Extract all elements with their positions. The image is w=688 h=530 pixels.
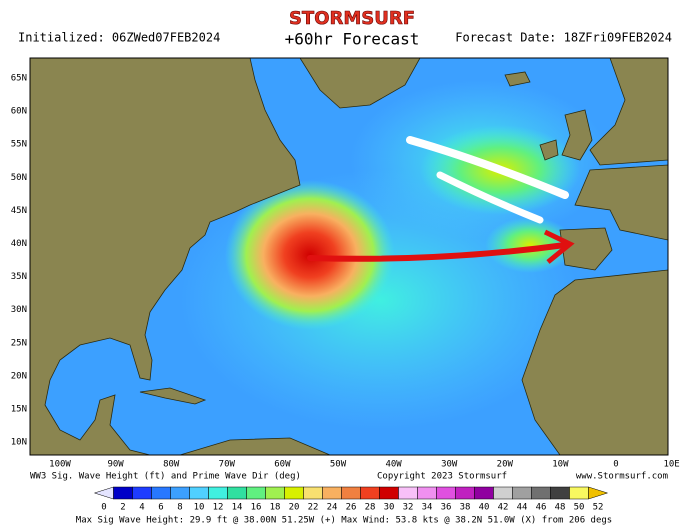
longitude-label: 0 [613, 460, 618, 470]
map-frame [29, 57, 669, 456]
colorbar-label: 48 [555, 503, 566, 513]
colorbar-label: 26 [346, 503, 357, 513]
colorbar-cell [322, 486, 342, 500]
map [30, 58, 668, 455]
colorbar-cell [531, 486, 551, 500]
latitude-label: 15N [11, 405, 27, 415]
colorbar-label: 42 [498, 503, 509, 513]
colorbar-cell [360, 486, 380, 500]
colorbar-label: 18 [270, 503, 281, 513]
longitude-label: 10W [552, 460, 569, 470]
colorbar-label: 32 [403, 503, 414, 513]
longitude-label: 50W [330, 460, 347, 470]
colorbar-label: 52 [593, 503, 604, 513]
longitude-label: 20W [497, 460, 514, 470]
wave-direction-arrow [436, 171, 544, 224]
colorbar-cell [227, 486, 247, 500]
latitude-label: 50N [11, 173, 27, 183]
colorbar-cell [493, 486, 513, 500]
colorbar-label: 40 [479, 503, 490, 513]
colorbar-label: 20 [289, 503, 300, 513]
wave-direction-arrow [406, 136, 569, 199]
colorbar-label: 28 [365, 503, 376, 513]
colorbar-label: 12 [213, 503, 224, 513]
forecast-title: +60hr Forecast [285, 30, 420, 49]
arrow-head [543, 229, 575, 264]
longitude-label: 40W [385, 460, 402, 470]
colorbar-cell [208, 486, 228, 500]
colorbar-cell [189, 486, 209, 500]
colorbar-label: 2 [120, 503, 125, 513]
colorbar-label: 38 [460, 503, 471, 513]
land [30, 58, 668, 455]
colorbar-cell [170, 486, 190, 500]
longitude-label: 100W [49, 460, 71, 470]
latitude-label: 35N [11, 272, 27, 282]
colorbar-cell [246, 486, 266, 500]
longitude-label: 10E [663, 460, 679, 470]
colorbar-cell [512, 486, 532, 500]
colorbar-label: 46 [536, 503, 547, 513]
longitude-label: 60W [274, 460, 291, 470]
latitude-label: 20N [11, 371, 27, 381]
colorbar-cell [303, 486, 323, 500]
latitude-label: 60N [11, 107, 27, 117]
wave-direction-arrow [307, 242, 568, 262]
longitude-label: 90W [107, 460, 124, 470]
colorbar-label: 24 [327, 503, 338, 513]
colorbar-label: 36 [441, 503, 452, 513]
latitude-label: 40N [11, 239, 27, 249]
colorbar-label: 22 [308, 503, 319, 513]
colorbar-cell [265, 486, 285, 500]
longitude-label: 30W [441, 460, 458, 470]
colorbar-cell [550, 486, 570, 500]
colorbar-label: 10 [194, 503, 205, 513]
colorbar-label: 4 [139, 503, 144, 513]
latitude-label: 30N [11, 305, 27, 315]
colorbar-label: 6 [158, 503, 163, 513]
longitude-label: 70W [219, 460, 236, 470]
colorbar-label: 50 [574, 503, 585, 513]
colorbar-label: 34 [422, 503, 433, 513]
caption-left: WW3 Sig. Wave Height (ft) and Prime Wave… [30, 472, 301, 482]
colorbar-cell [474, 486, 494, 500]
caption-right: www.Stormsurf.com [576, 472, 668, 482]
colorbar-label: 16 [251, 503, 262, 513]
latitude-label: 25N [11, 338, 27, 348]
colorbar-label: 30 [384, 503, 395, 513]
colorbar-label: 14 [232, 503, 243, 513]
longitude-label: 80W [163, 460, 180, 470]
latitude-label: 65N [11, 74, 27, 84]
colorbar-cell [569, 486, 589, 500]
colorbar-label: 44 [517, 503, 528, 513]
latitude-label: 10N [11, 438, 27, 448]
colorbar-cell [436, 486, 456, 500]
colorbar-cell [113, 486, 133, 500]
colorbar-arrow [93, 486, 114, 500]
caption-center: Copyright 2023 Stormsurf [377, 472, 507, 482]
latitude-label: 45N [11, 206, 27, 216]
colorbar-label: 0 [101, 503, 106, 513]
forecast-date: Forecast Date: 18ZFri09FEB2024 [455, 31, 672, 45]
latitude-label: 55N [11, 140, 27, 150]
colorbar-cell [417, 486, 437, 500]
logo: STORMSURF [289, 8, 415, 29]
colorbar-cell [455, 486, 475, 500]
colorbar-cell [284, 486, 304, 500]
colorbar-cell [398, 486, 418, 500]
colorbar-label: 8 [177, 503, 182, 513]
colorbar-cell [132, 486, 152, 500]
colorbar-cell [151, 486, 171, 500]
footer: Max Sig Wave Height: 29.9 ft @ 38.00N 51… [76, 516, 612, 526]
initialized: Initialized: 06ZWed07FEB2024 [18, 31, 220, 45]
colorbar-cell [341, 486, 361, 500]
colorbar-cell [379, 486, 399, 500]
colorbar-arrow [588, 486, 609, 500]
